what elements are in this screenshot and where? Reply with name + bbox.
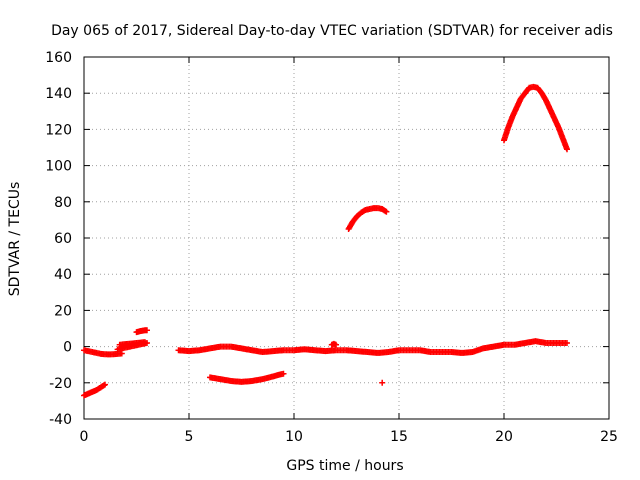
series-segment-6: [175, 338, 570, 356]
x-tick-label: 0: [80, 429, 89, 445]
series-segment-7: [207, 370, 287, 385]
chart-title: Day 065 of 2017, Sidereal Day-to-day VTE…: [51, 23, 613, 39]
plot-frame: [83, 56, 610, 420]
y-tick-label: 160: [45, 50, 72, 66]
series-segment-5: [133, 327, 150, 336]
data-point: [333, 341, 339, 348]
data-point: [379, 379, 386, 386]
data-point: [564, 339, 570, 346]
y-tick-label: 0: [63, 340, 72, 356]
x-tick-label: 20: [495, 429, 513, 445]
grid: [84, 57, 609, 419]
x-tick-label: 25: [600, 429, 618, 445]
series-segment-11: [501, 83, 570, 153]
data-point: [141, 339, 148, 346]
x-axis-label: GPS time / hours: [286, 458, 403, 474]
series-segment-4: [116, 339, 148, 348]
data-point: [280, 370, 287, 377]
y-tick-label: 40: [54, 267, 72, 283]
y-axis-label: SDTVAR / TECUs: [7, 182, 23, 297]
data-point: [102, 381, 108, 388]
data-point: [144, 327, 150, 334]
y-tick-label: -40: [49, 412, 72, 428]
ticks: 0 5 10 15 20 25 -40 -20 0 20 40 60 80 100 120 140 160: [45, 50, 618, 445]
y-tick-label: 100: [45, 159, 72, 175]
y-tick-label: 140: [45, 86, 72, 102]
series-segment-9: [345, 205, 390, 232]
data-point: [564, 146, 570, 153]
y-tick-label: 120: [45, 122, 72, 138]
series-segment-2: [81, 347, 125, 358]
data-marks: [81, 83, 570, 399]
y-tick-label: 20: [54, 303, 72, 319]
x-tick-label: 10: [285, 429, 303, 445]
data-point: [383, 208, 390, 215]
data-point: [118, 350, 125, 357]
x-tick-label: 5: [185, 429, 194, 445]
x-tick-label: 15: [390, 429, 408, 445]
series-segment-1: [81, 381, 108, 399]
y-tick-label: -20: [49, 376, 72, 392]
y-tick-label: 80: [54, 195, 72, 211]
series-segment-8: [328, 340, 339, 348]
y-tick-label: 60: [54, 231, 72, 247]
series-segment-10: [379, 379, 386, 386]
